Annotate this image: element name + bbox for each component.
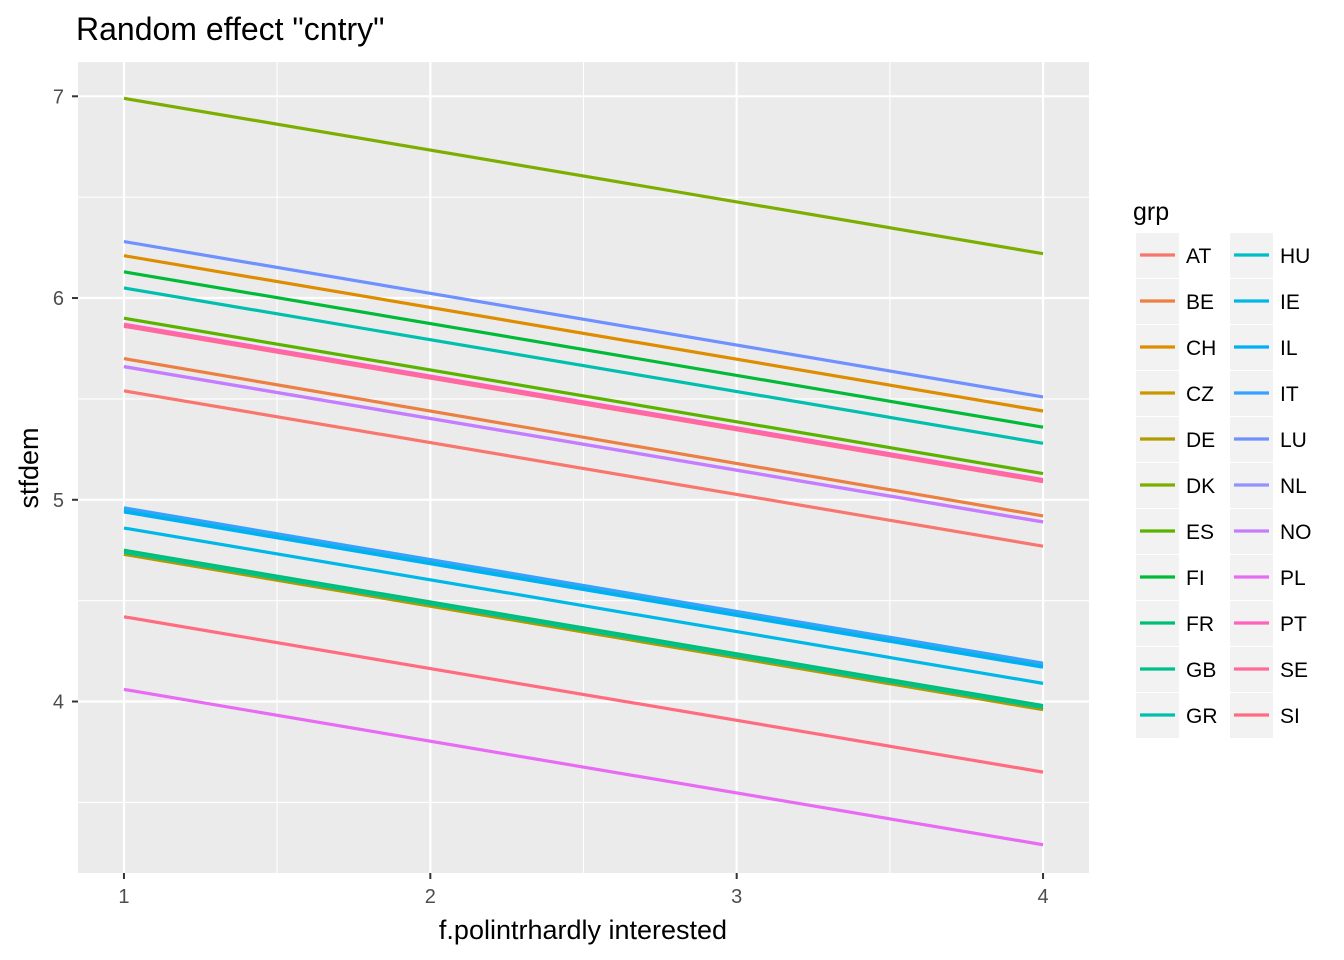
legend-label: NL bbox=[1280, 475, 1307, 498]
series-line-it bbox=[123, 506, 1044, 665]
legend-label: IL bbox=[1280, 337, 1298, 360]
legend-label: PT bbox=[1280, 613, 1307, 636]
y-tick-label: 6 bbox=[53, 288, 64, 310]
series-line-il bbox=[123, 510, 1044, 669]
series-line-no bbox=[123, 365, 1044, 524]
legend-label: IE bbox=[1280, 291, 1300, 314]
series-line-es bbox=[123, 316, 1044, 476]
series-line-hu bbox=[123, 508, 1044, 667]
series-line-lu bbox=[123, 239, 1044, 399]
chart-title: Random effect "cntry" bbox=[76, 11, 384, 47]
series-lines bbox=[123, 96, 1044, 847]
series-line-si bbox=[123, 615, 1044, 774]
series-line-pt bbox=[123, 322, 1044, 482]
series-line-ie bbox=[123, 526, 1044, 685]
series-line-fi bbox=[123, 270, 1044, 429]
y-axis: 4 5 6 7 bbox=[53, 86, 78, 714]
series-line-se bbox=[123, 324, 1044, 484]
series-line-dk bbox=[123, 96, 1044, 256]
y-tick-label: 7 bbox=[53, 86, 64, 108]
series-line-at bbox=[123, 389, 1044, 548]
series-line-ch bbox=[123, 254, 1044, 413]
x-axis-title: f.polintrhardly interested bbox=[439, 915, 727, 945]
legend-label: IT bbox=[1280, 383, 1299, 406]
x-tick-label: 3 bbox=[731, 886, 742, 908]
legend-label: GR bbox=[1186, 705, 1218, 728]
series-line-be bbox=[123, 356, 1044, 518]
legend-label: CZ bbox=[1186, 383, 1214, 406]
legend-label: ES bbox=[1186, 521, 1214, 544]
grid-major bbox=[78, 62, 1089, 873]
legend: grp AT BE CH CZ DE DK ES FI FR GB GR HU IE IL IT LU NL NO… bbox=[1133, 198, 1312, 738]
y-tick-label: 4 bbox=[53, 692, 64, 714]
legend-label: SI bbox=[1280, 705, 1300, 728]
series-line-de bbox=[123, 552, 1044, 712]
legend-label: DK bbox=[1186, 475, 1215, 498]
legend-title: grp bbox=[1133, 198, 1169, 226]
x-tick-label: 2 bbox=[425, 886, 436, 908]
y-tick-label: 5 bbox=[53, 490, 64, 512]
legend-label: BE bbox=[1186, 291, 1214, 314]
legend-label: FI bbox=[1186, 567, 1205, 590]
legend-label: SE bbox=[1280, 659, 1308, 682]
legend-label: GB bbox=[1186, 659, 1216, 682]
x-tick-label: 4 bbox=[1037, 886, 1048, 908]
legend-label: CH bbox=[1186, 337, 1216, 360]
legend-label: LU bbox=[1280, 429, 1307, 452]
legend-label: DE bbox=[1186, 429, 1215, 452]
series-line-gb bbox=[123, 550, 1044, 710]
legend-label: FR bbox=[1186, 613, 1214, 636]
series-line-pl bbox=[123, 687, 1044, 847]
x-axis: 1 2 3 4 bbox=[118, 873, 1049, 908]
series-line-fr bbox=[123, 548, 1044, 708]
x-tick-label: 1 bbox=[118, 886, 129, 908]
series-line-gr bbox=[123, 286, 1044, 445]
legend-label: PL bbox=[1280, 567, 1306, 590]
legend-label: AT bbox=[1186, 245, 1211, 268]
legend-label: NO bbox=[1280, 521, 1312, 544]
legend-label: HU bbox=[1280, 245, 1310, 268]
y-axis-title: stfdem bbox=[14, 427, 44, 508]
